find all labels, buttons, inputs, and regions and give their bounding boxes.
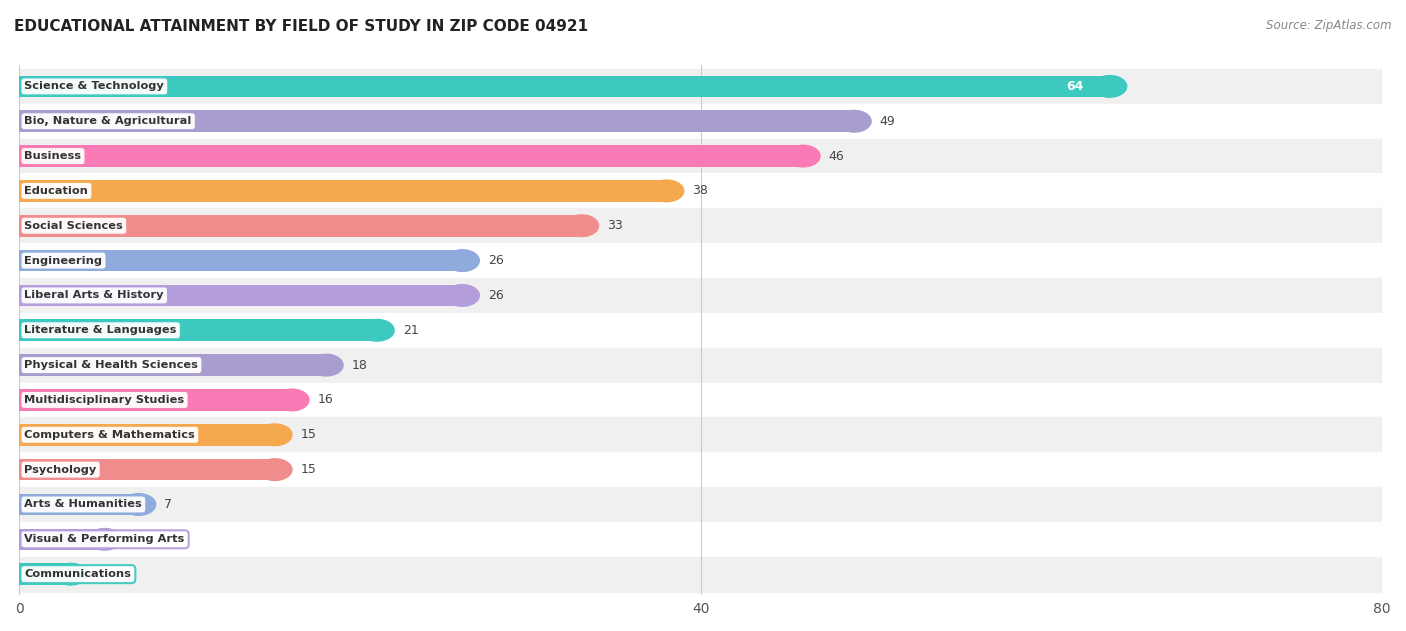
Ellipse shape — [360, 319, 394, 341]
Text: 7: 7 — [165, 498, 172, 511]
Bar — [20, 557, 1382, 592]
Text: 18: 18 — [352, 358, 367, 372]
Text: 26: 26 — [488, 254, 503, 267]
Ellipse shape — [837, 110, 872, 132]
Ellipse shape — [257, 424, 292, 445]
Ellipse shape — [1092, 76, 1126, 97]
Text: 64: 64 — [1067, 80, 1084, 93]
Bar — [20, 180, 666, 202]
Text: Business: Business — [24, 151, 82, 161]
Bar — [20, 313, 1382, 348]
Ellipse shape — [257, 459, 292, 480]
Text: Visual & Performing Arts: Visual & Performing Arts — [24, 534, 184, 545]
Text: Multidisciplinary Studies: Multidisciplinary Studies — [24, 395, 184, 405]
Text: 38: 38 — [692, 184, 709, 198]
Bar — [20, 382, 1382, 417]
Text: Science & Technology: Science & Technology — [24, 81, 165, 91]
Ellipse shape — [786, 145, 820, 167]
Text: 33: 33 — [607, 219, 623, 232]
Text: Literature & Languages: Literature & Languages — [24, 325, 177, 335]
Ellipse shape — [564, 215, 599, 237]
Ellipse shape — [53, 563, 87, 585]
Bar — [20, 110, 853, 132]
Bar — [20, 76, 1109, 97]
Bar — [20, 215, 582, 237]
Text: Bio, Nature & Agricultural: Bio, Nature & Agricultural — [24, 116, 191, 126]
Text: 21: 21 — [402, 324, 419, 337]
Bar — [20, 452, 1382, 487]
Bar — [20, 285, 463, 306]
Text: 16: 16 — [318, 394, 333, 406]
Text: Computers & Mathematics: Computers & Mathematics — [24, 430, 195, 440]
Bar — [20, 424, 276, 445]
Ellipse shape — [446, 285, 479, 306]
Ellipse shape — [276, 389, 309, 411]
Text: 26: 26 — [488, 289, 503, 302]
Bar — [20, 319, 377, 341]
Bar — [20, 522, 1382, 557]
Text: 3: 3 — [96, 568, 104, 581]
Text: 49: 49 — [880, 115, 896, 127]
Text: Engineering: Engineering — [24, 256, 103, 266]
Text: Education: Education — [24, 186, 89, 196]
Bar — [20, 459, 276, 480]
Bar — [20, 348, 1382, 382]
Bar — [20, 563, 70, 585]
Bar — [20, 174, 1382, 208]
Bar — [20, 487, 1382, 522]
Text: 15: 15 — [301, 428, 316, 441]
Ellipse shape — [650, 180, 683, 202]
Ellipse shape — [87, 529, 121, 550]
Text: 46: 46 — [828, 150, 844, 163]
Text: 15: 15 — [301, 463, 316, 476]
Text: Communications: Communications — [24, 569, 131, 579]
Ellipse shape — [309, 355, 343, 376]
Text: Arts & Humanities: Arts & Humanities — [24, 500, 142, 509]
Ellipse shape — [121, 493, 156, 516]
Bar — [20, 529, 104, 550]
Text: 5: 5 — [131, 533, 138, 546]
Bar — [20, 389, 292, 411]
Bar — [20, 250, 463, 271]
Text: Liberal Arts & History: Liberal Arts & History — [24, 290, 165, 300]
Bar — [20, 139, 1382, 174]
Bar — [20, 69, 1382, 104]
Bar — [20, 355, 326, 376]
Bar — [20, 493, 139, 516]
Text: Social Sciences: Social Sciences — [24, 221, 124, 231]
Text: EDUCATIONAL ATTAINMENT BY FIELD OF STUDY IN ZIP CODE 04921: EDUCATIONAL ATTAINMENT BY FIELD OF STUDY… — [14, 19, 588, 34]
Bar — [20, 208, 1382, 243]
Ellipse shape — [446, 250, 479, 271]
Text: Source: ZipAtlas.com: Source: ZipAtlas.com — [1267, 19, 1392, 32]
Bar — [20, 278, 1382, 313]
Bar — [20, 243, 1382, 278]
Text: Psychology: Psychology — [24, 464, 97, 475]
Bar — [20, 417, 1382, 452]
Bar — [20, 145, 803, 167]
Text: Physical & Health Sciences: Physical & Health Sciences — [24, 360, 198, 370]
Bar — [20, 104, 1382, 139]
